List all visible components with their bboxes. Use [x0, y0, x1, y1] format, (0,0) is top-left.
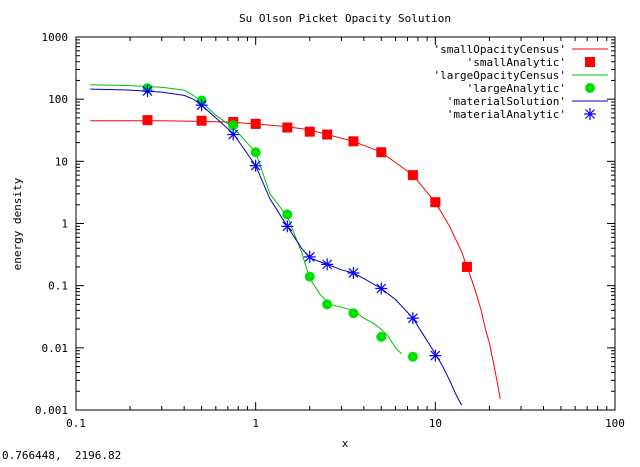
y-tick-label: 100 — [48, 93, 68, 106]
chart-title: Su Olson Picket Opacity Solution — [239, 12, 451, 25]
axis-ticks: 0.1 1 10 100 0.001 0.01 0.1 1 10 100 1000 — [35, 31, 625, 430]
data-point — [461, 261, 472, 272]
legend-marker-sample — [584, 108, 596, 120]
x-tick-label: 0.1 — [66, 417, 86, 430]
series-layer — [90, 83, 501, 406]
series-line — [90, 84, 403, 355]
legend-label: 'materialSolution' — [447, 95, 566, 108]
legend-label: 'smallAnalytic' — [467, 56, 566, 69]
legend-label: 'largeOpacityCensus' — [434, 69, 566, 82]
series-5 — [141, 85, 442, 362]
data-point — [376, 331, 387, 342]
y-tick-label: 1 — [61, 218, 68, 231]
series-2 — [90, 84, 403, 355]
data-point — [322, 129, 333, 140]
legend-label: 'largeAnalytic' — [467, 82, 566, 95]
data-point — [281, 220, 294, 233]
y-tick-label: 0.001 — [35, 404, 68, 417]
x-axis-label: x — [342, 437, 349, 450]
data-point — [348, 308, 359, 319]
x-tick-label: 1 — [252, 417, 259, 430]
legend: 'smallOpacityCensus''smallAnalytic''larg… — [434, 43, 608, 121]
data-point — [348, 136, 359, 147]
y-axis-label: energy density — [11, 177, 24, 270]
data-point — [250, 147, 261, 158]
data-point — [375, 282, 388, 295]
y-tick-label: 10 — [55, 155, 68, 168]
data-point — [282, 122, 293, 133]
coordinate-readout: 0.766448, 2196.82 — [2, 449, 122, 462]
data-point — [195, 99, 208, 112]
legend-label: 'materialAnalytic' — [447, 108, 566, 121]
legend-label: 'smallOpacityCensus' — [434, 43, 566, 56]
data-point — [321, 258, 334, 271]
data-point — [376, 147, 387, 158]
legend-marker-sample — [585, 57, 595, 67]
y-tick-label: 0.01 — [42, 342, 69, 355]
data-point — [250, 118, 261, 129]
series-0 — [90, 120, 501, 400]
legend-marker-sample — [585, 83, 595, 93]
series-1 — [142, 115, 472, 272]
data-point — [228, 120, 239, 131]
data-point — [322, 299, 333, 310]
data-point — [249, 159, 262, 172]
data-point — [141, 85, 154, 98]
data-point — [196, 115, 207, 126]
data-point — [429, 349, 442, 362]
data-point — [430, 197, 441, 208]
data-point — [407, 351, 418, 362]
y-tick-label: 1000 — [42, 31, 69, 44]
series-line — [90, 88, 463, 406]
data-point — [227, 128, 240, 141]
series-line — [90, 120, 501, 400]
x-tick-label: 10 — [429, 417, 442, 430]
data-point — [407, 170, 418, 181]
plot-frame — [75, 36, 616, 411]
y-tick-label: 0.1 — [48, 280, 68, 293]
x-tick-label: 100 — [605, 417, 625, 430]
series-4 — [90, 88, 463, 406]
series-3 — [142, 83, 418, 362]
data-point — [142, 115, 153, 126]
data-point — [304, 126, 315, 137]
data-point — [406, 312, 419, 325]
data-point — [347, 266, 360, 279]
data-point — [282, 209, 293, 220]
data-point — [303, 250, 316, 263]
data-point — [304, 271, 315, 282]
